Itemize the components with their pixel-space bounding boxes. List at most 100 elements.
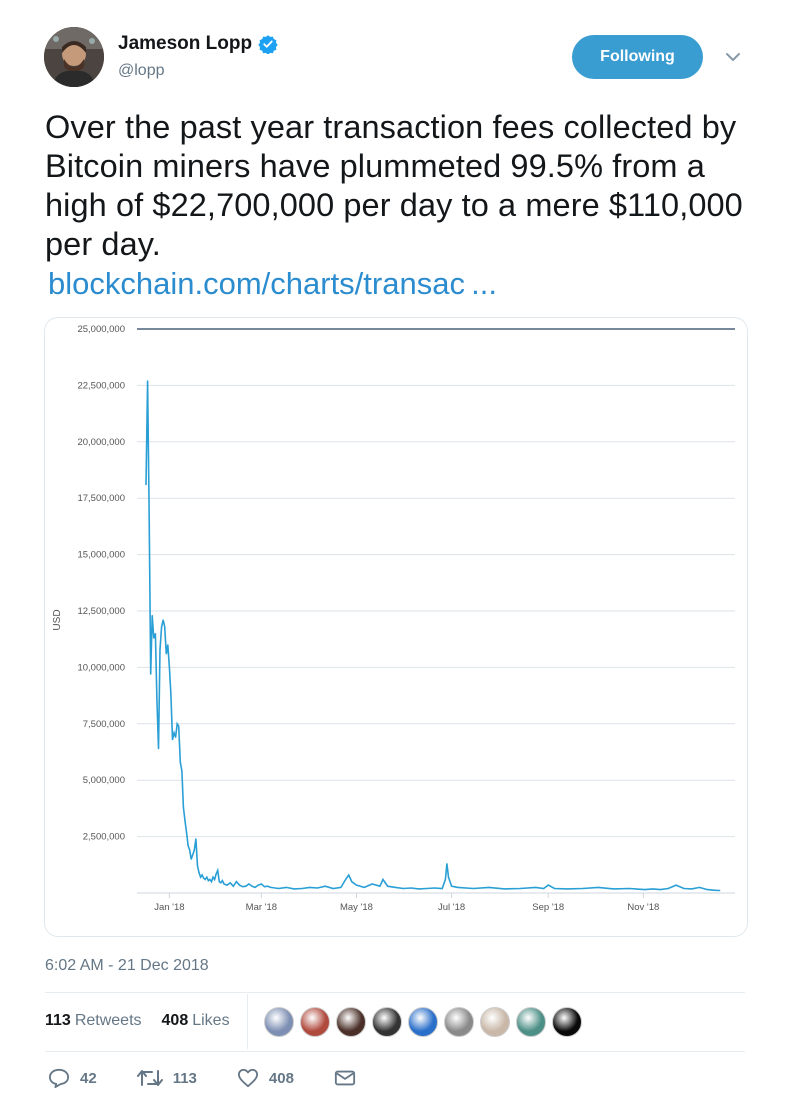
- data-point: [277, 887, 280, 890]
- data-point: [165, 653, 167, 655]
- likes-label[interactable]: Likes: [192, 1012, 230, 1029]
- face-avatar-icon[interactable]: [336, 1007, 366, 1037]
- x-axis-ticks: Jan '18 Mar '18 May '18 Jul '18 Sep '18 Nov '…: [154, 893, 659, 913]
- data-point: [221, 879, 223, 882]
- data-point: [363, 886, 365, 888]
- tweet-text: Over the past year transaction fees coll…: [45, 109, 743, 262]
- data-point: [154, 632, 156, 635]
- data-point: [441, 887, 443, 890]
- logo-avatar-icon[interactable]: [552, 1007, 582, 1037]
- data-point: [251, 885, 253, 887]
- data-point: [150, 673, 152, 675]
- data-point: [340, 886, 342, 888]
- chart-image[interactable]: 25,000,000 22,500,000 20,000,000 17,500,000…: [44, 317, 748, 937]
- x-tick-label: May '18: [340, 902, 373, 913]
- profile-photo-icon: [44, 27, 104, 87]
- data-point: [691, 888, 693, 890]
- data-point: [418, 888, 420, 890]
- y-axis-ticks: 25,000,000 22,500,000 20,000,000 17,500,000…: [77, 324, 125, 843]
- data-point: [394, 886, 397, 888]
- data-point: [175, 736, 177, 738]
- data-point: [193, 849, 195, 851]
- reply-action[interactable]: 42: [48, 1068, 97, 1088]
- line-chart: 25,000,000 22,500,000 20,000,000 17,500,000…: [52, 324, 735, 913]
- person-avatar-icon[interactable]: [480, 1007, 510, 1037]
- data-point: [153, 637, 155, 639]
- data-point: [351, 881, 353, 883]
- data-point: [267, 885, 269, 887]
- data-point: [187, 845, 189, 847]
- author-avatar[interactable]: [44, 27, 104, 87]
- data-point: [226, 884, 228, 886]
- data-point: [195, 838, 197, 840]
- reply-count: 42: [80, 1069, 97, 1087]
- data-point: [260, 883, 262, 885]
- data-point: [164, 626, 166, 628]
- teal-avatar-icon[interactable]: [516, 1007, 546, 1037]
- message-action[interactable]: [334, 1069, 356, 1087]
- grey-avatar-icon[interactable]: [444, 1007, 474, 1037]
- data-point: [355, 884, 358, 886]
- x-tick-label: Mar '18: [246, 902, 277, 913]
- data-point: [263, 886, 266, 888]
- envelope-icon[interactable]: [334, 1069, 356, 1087]
- data-point: [179, 761, 181, 763]
- reply-icon[interactable]: [48, 1068, 70, 1088]
- data-point: [217, 869, 219, 872]
- x-tick-label: Sep '18: [532, 902, 564, 913]
- data-point: [472, 887, 475, 890]
- tweet-link[interactable]: blockchain.com/charts/transac ...: [48, 266, 498, 301]
- heart-icon[interactable]: [237, 1068, 259, 1088]
- likes-count[interactable]: 408: [161, 1012, 189, 1029]
- data-point: [644, 889, 646, 891]
- data-point: [176, 723, 178, 725]
- data-point: [667, 887, 669, 890]
- data-point: [170, 693, 172, 696]
- tweet-stats: 113 Retweets 408 Likes: [45, 1012, 230, 1030]
- author-name-row[interactable]: Jameson Lopp: [118, 33, 278, 55]
- data-point: [156, 698, 158, 700]
- data-point: [245, 885, 247, 887]
- author-handle[interactable]: @lopp: [118, 62, 165, 79]
- data-point: [457, 886, 459, 888]
- data-point: [628, 887, 630, 890]
- data-point: [182, 806, 185, 808]
- data-point: [444, 878, 446, 881]
- data-point: [160, 626, 163, 628]
- author-name[interactable]: Jameson Lopp: [118, 33, 253, 54]
- data-point: [198, 872, 200, 874]
- data-point: [220, 882, 222, 884]
- data-point: [173, 732, 175, 734]
- data-point: [235, 881, 238, 883]
- chevron-down-icon[interactable]: [724, 50, 742, 64]
- data-point: [447, 876, 450, 878]
- data-point: [254, 886, 256, 888]
- cartoon-avatar-icon[interactable]: [300, 1007, 330, 1037]
- data-point: [547, 884, 549, 886]
- data-point: [519, 887, 521, 890]
- data-point: [450, 885, 453, 887]
- data-point: [285, 886, 287, 888]
- data-point: [167, 644, 169, 646]
- data-point: [242, 886, 244, 888]
- retweet-icon[interactable]: [136, 1068, 163, 1088]
- data-point: [215, 873, 217, 875]
- blue-avatar-icon[interactable]: [408, 1007, 438, 1037]
- following-button[interactable]: Following: [572, 35, 703, 79]
- y-tick-label: 2,500,000: [83, 832, 125, 843]
- tweet-timestamp[interactable]: 6:02 AM - 21 Dec 2018: [45, 957, 209, 974]
- data-point: [270, 886, 272, 888]
- retweets-count[interactable]: 113: [45, 1012, 71, 1029]
- retweet-action[interactable]: 113: [136, 1068, 197, 1088]
- tweet-actions: 42 113 408: [48, 1068, 396, 1088]
- data-point: [332, 887, 334, 890]
- dark-avatar-icon[interactable]: [372, 1007, 402, 1037]
- flag-avatar-icon[interactable]: [264, 1007, 294, 1037]
- data-point: [229, 882, 231, 884]
- data-point: [157, 748, 160, 750]
- retweets-label[interactable]: Retweets: [74, 1012, 142, 1029]
- data-point: [204, 878, 206, 881]
- data-point: [446, 863, 448, 865]
- data-point: [190, 858, 192, 860]
- like-action[interactable]: 408: [237, 1068, 294, 1088]
